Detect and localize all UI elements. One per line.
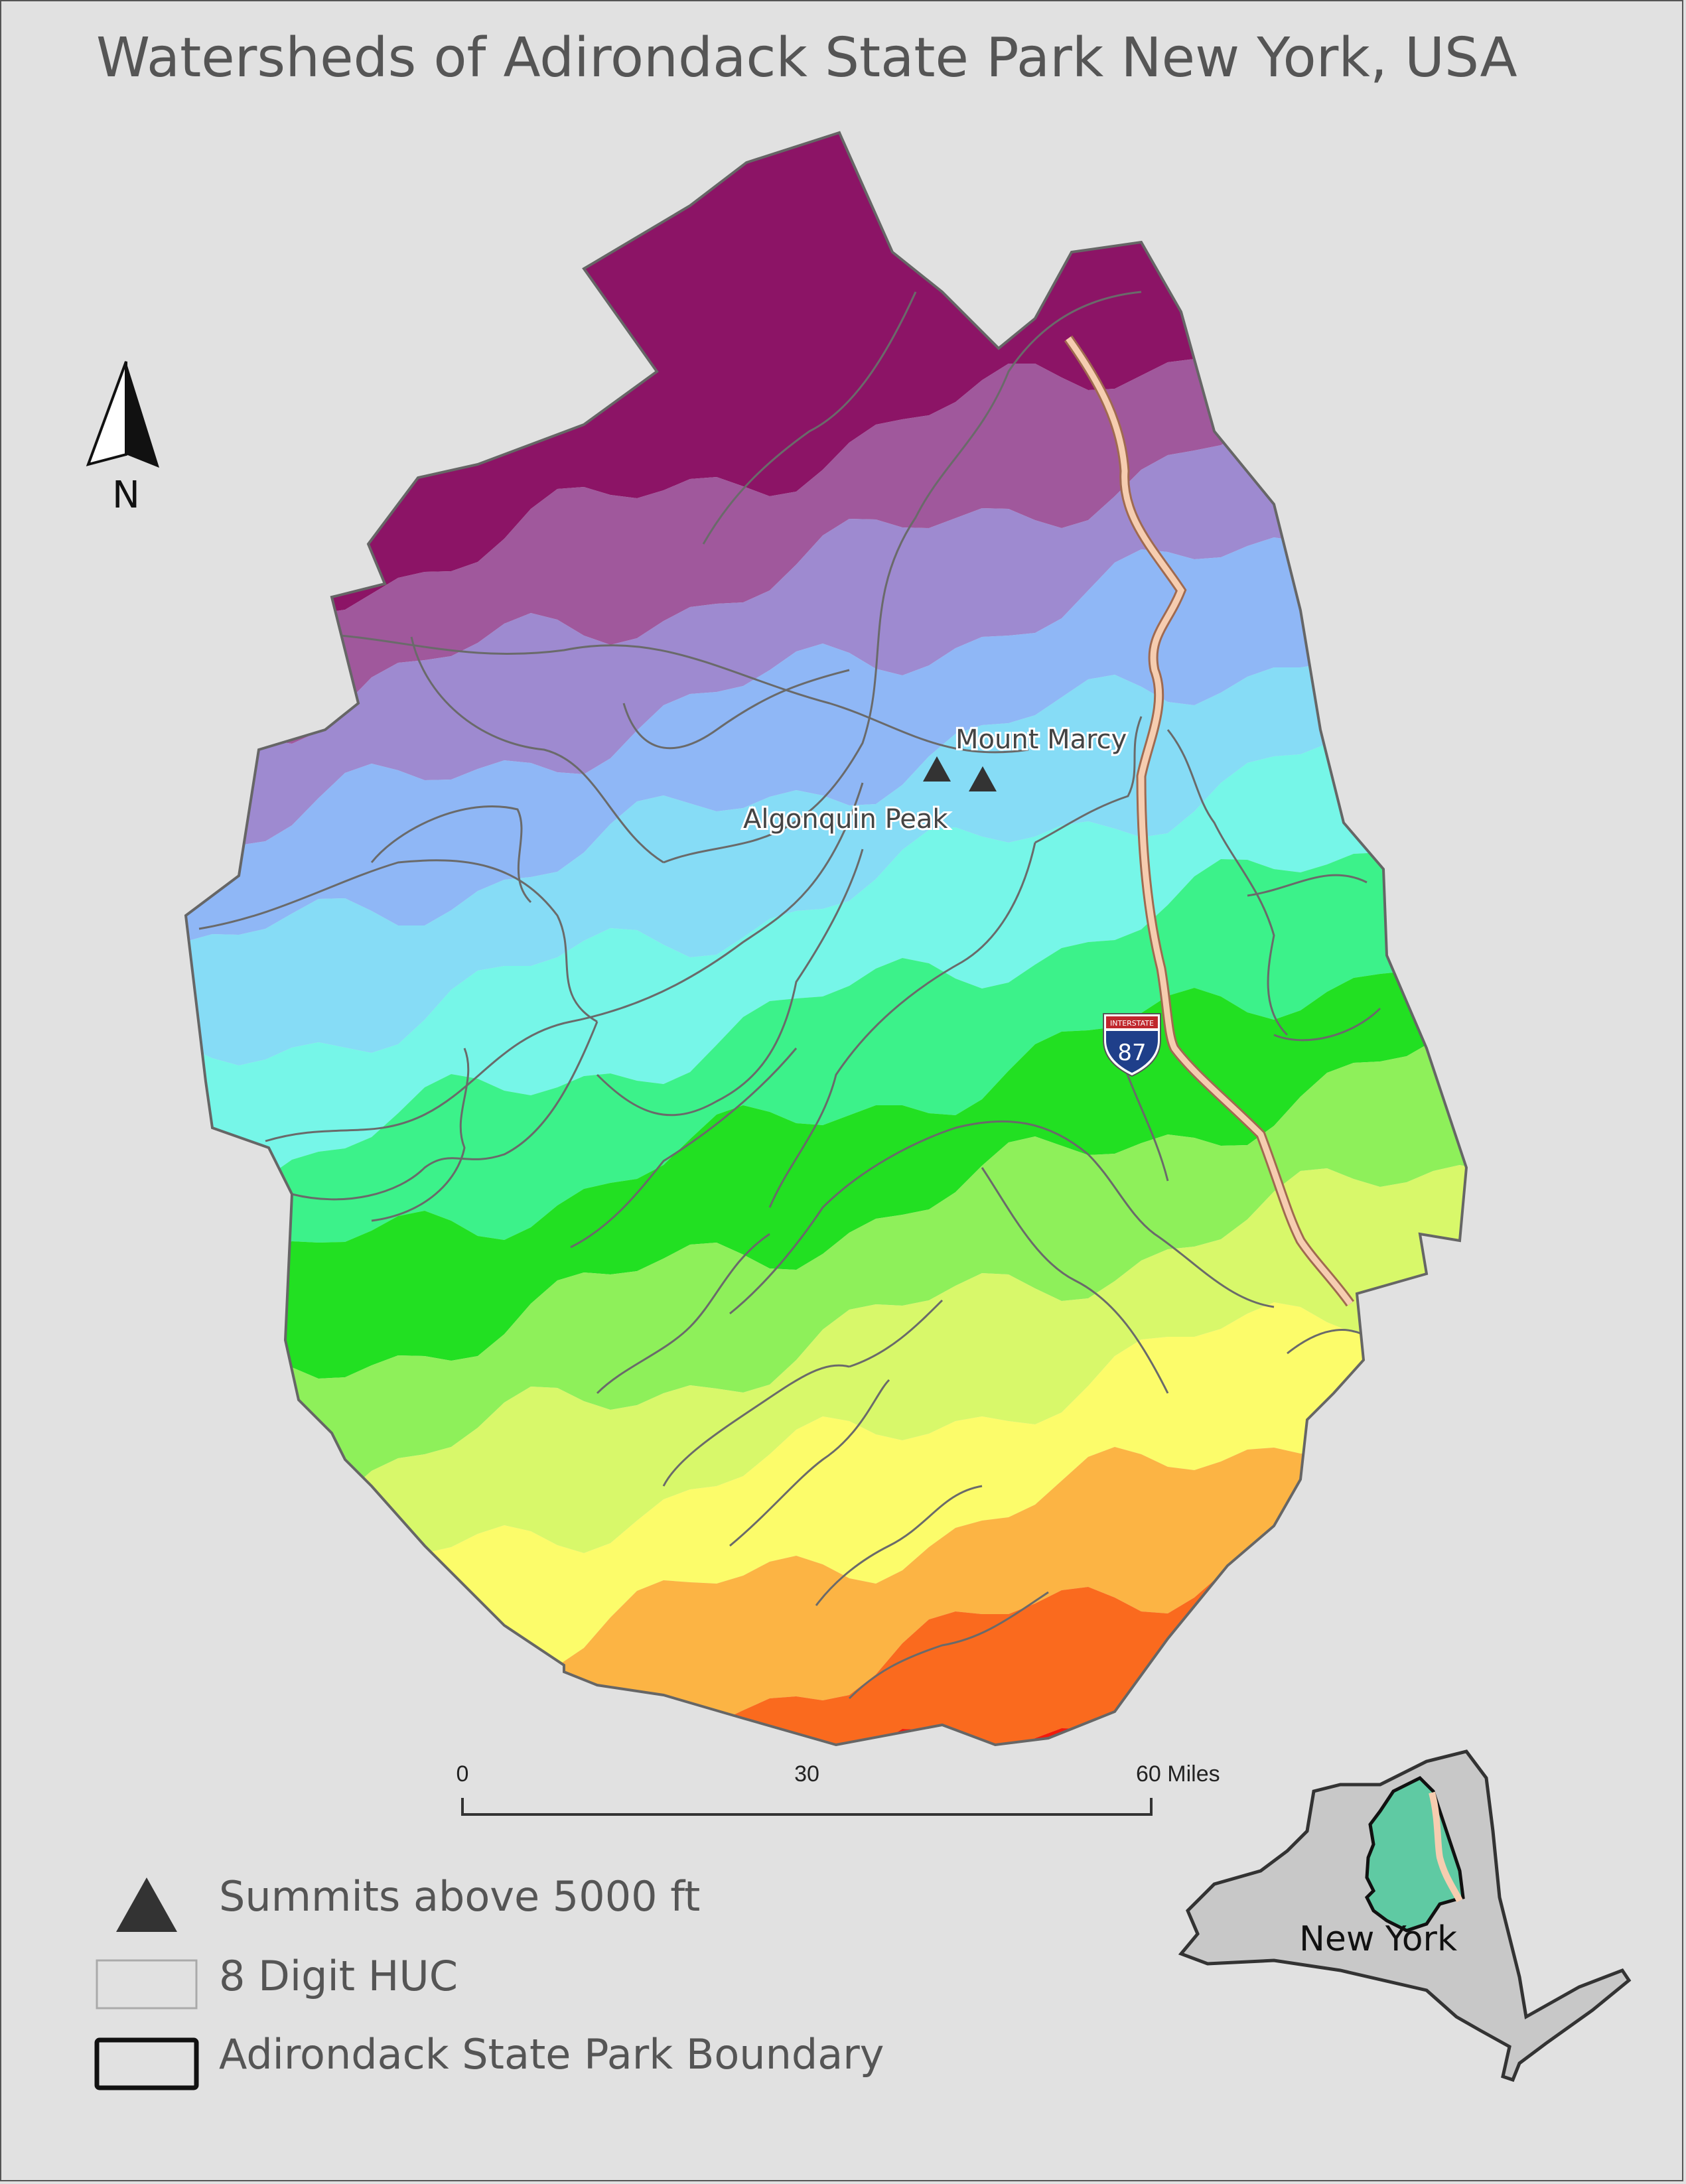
summit-icon-algonquin xyxy=(923,756,951,782)
scale-tick-60: 60 Miles xyxy=(1136,1761,1220,1787)
inset-highway xyxy=(1429,1791,1463,1903)
huc8-lines xyxy=(198,291,1381,1700)
watershed-band xyxy=(186,1006,1466,1593)
watershed-band xyxy=(186,883,1466,1490)
scale-tick-30: 30 xyxy=(794,1761,819,1787)
north-arrow-icon: N xyxy=(86,361,159,517)
summit-label-marcy: Mount Marcy xyxy=(955,724,1127,755)
map-title: Watersheds of Adirondack State Park New … xyxy=(96,27,1517,90)
watershed-band xyxy=(186,423,1466,1021)
summit-label-algonquin: Algonquin Peak xyxy=(743,804,948,835)
watershed-band xyxy=(186,1332,1466,1745)
legend-label-huc: 8 Digit HUC xyxy=(219,1952,458,2000)
shield-top-text: INTERSTATE xyxy=(1110,1019,1154,1028)
interstate-87-shield: INTERSTATE 87 xyxy=(1103,1013,1161,1077)
scale-tick-0: 0 xyxy=(457,1761,469,1787)
north-arrow-label: N xyxy=(112,474,140,517)
inset-label: New York xyxy=(1299,1919,1457,1959)
legend-triangle-icon xyxy=(116,1877,177,1932)
legend: Summits above 5000 ft 8 Digit HUC Adiron… xyxy=(94,1872,884,2090)
legend-boundary-box-icon xyxy=(94,2037,199,2090)
watershed-band xyxy=(186,1093,1466,1666)
watershed-band xyxy=(186,642,1466,1211)
scale-bar: 0 30 60 Miles xyxy=(457,1761,1220,1816)
summit-icon-marcy xyxy=(969,766,997,791)
legend-label-summits: Summits above 5000 ft xyxy=(219,1872,700,1921)
legend-label-boundary: Adirondack State Park Boundary xyxy=(219,2030,884,2079)
inset-map: New York xyxy=(1178,1749,1632,2082)
interstate-87-line xyxy=(1064,335,1355,1307)
shield-number-text: 87 xyxy=(1117,1040,1146,1066)
legend-huc-box-icon xyxy=(96,1959,198,2010)
